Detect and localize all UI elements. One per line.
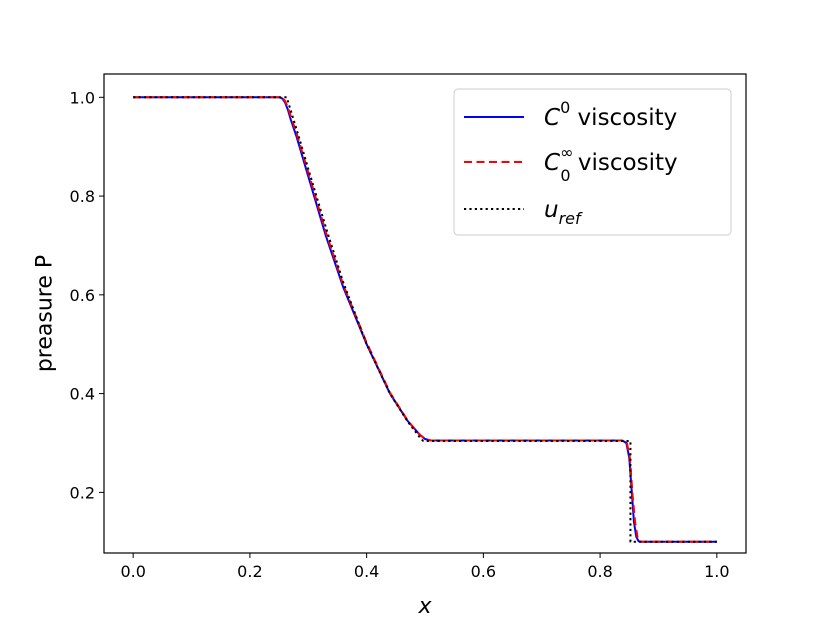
y-tick-label: 0.2 <box>70 483 95 502</box>
x-tick-label: 0.0 <box>120 562 145 581</box>
x-tick-label: 0.4 <box>354 562 379 581</box>
x-tick-label: 0.8 <box>587 562 612 581</box>
y-tick-label: 0.8 <box>70 187 95 206</box>
y-tick-label: 1.0 <box>70 88 95 107</box>
y-tick-label: 0.4 <box>70 385 95 404</box>
legend-label-1: C∞ 0 viscosity <box>544 143 678 185</box>
x-axis-ticks: 0.0 0.2 0.4 0.6 0.8 1.0 <box>120 553 730 581</box>
series-layer <box>133 96 717 543</box>
y-tick-label: 0.6 <box>70 286 95 305</box>
legend-label-2: uref <box>544 197 583 228</box>
legend-label-0: C0 viscosity <box>544 98 677 131</box>
y-axis-ticks: 0.2 0.4 0.6 0.8 1.0 <box>70 88 104 502</box>
plot-area-frame <box>103 73 747 554</box>
x-axis-label: x <box>417 594 432 619</box>
x-tick-label: 1.0 <box>704 562 729 581</box>
legend: C0 viscosity C∞ 0 viscosity uref <box>453 88 732 236</box>
x-tick-label: 0.2 <box>237 562 262 581</box>
legend-box <box>453 88 732 236</box>
y-axis-label: preasure P <box>33 255 58 372</box>
series-line-2 <box>133 96 717 543</box>
series-line-1 <box>133 96 717 543</box>
x-tick-label: 0.6 <box>471 562 496 581</box>
